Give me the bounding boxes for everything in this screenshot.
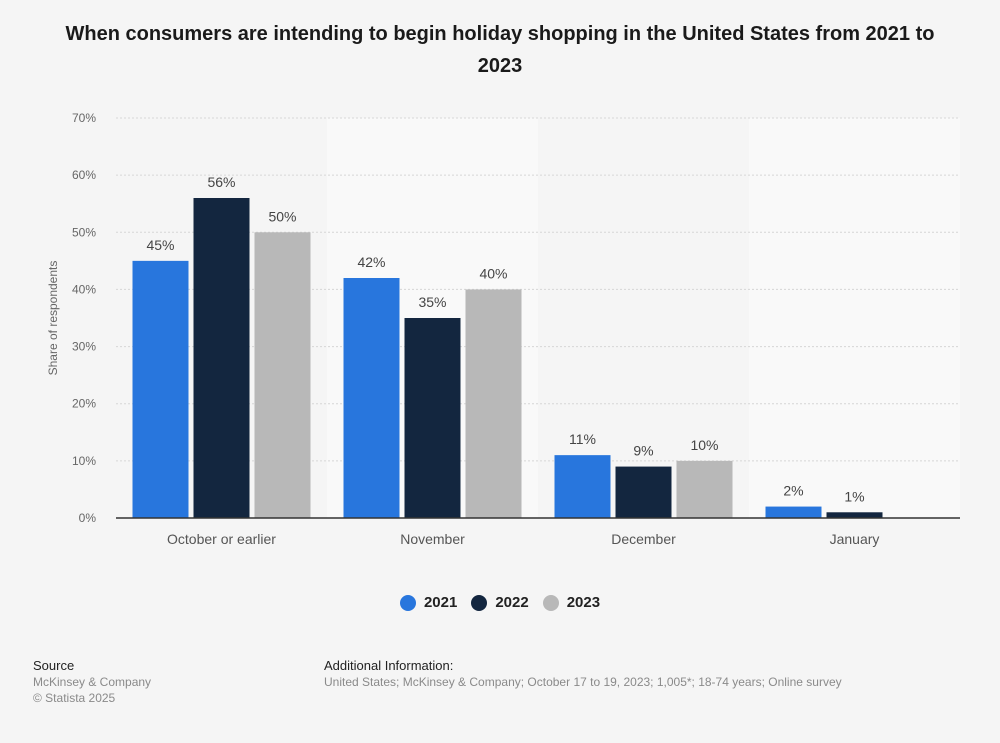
legend-label: 2022: [495, 594, 529, 611]
bar-2022: [826, 512, 883, 518]
copyright: © Statista 2025: [33, 691, 116, 705]
legend-marker-2021: [399, 594, 416, 611]
category-band: [749, 118, 960, 518]
bar-2021: [343, 278, 400, 518]
data-label: 45%: [146, 237, 174, 253]
data-label: 1%: [844, 488, 864, 504]
y-tick-label: 60%: [72, 168, 96, 182]
bar-2021: [132, 260, 189, 518]
y-tick-label: 30%: [72, 340, 96, 354]
y-tick-label: 20%: [72, 397, 96, 411]
x-tick-label: October or earlier: [167, 531, 276, 547]
additional-info-label: Additional Information:: [324, 658, 454, 673]
legend-label: 2021: [423, 594, 458, 611]
data-label: 42%: [357, 254, 385, 270]
bar-2023: [676, 460, 733, 518]
data-label: 10%: [690, 437, 718, 453]
legend-item-2023[interactable]: 2023: [542, 594, 601, 611]
data-label: 9%: [633, 443, 653, 459]
legend-item-2021[interactable]: 2021: [399, 594, 458, 611]
y-tick-label: 40%: [72, 282, 96, 296]
data-label: 11%: [569, 431, 596, 447]
y-tick-label: 70%: [72, 111, 96, 125]
chart-title: When consumers are intending to begin ho…: [65, 23, 935, 77]
legend-marker-2023: [542, 594, 559, 611]
bar-2021: [765, 506, 822, 518]
bar-2021: [554, 455, 611, 518]
source-name[interactable]: McKinsey & Company: [33, 675, 152, 689]
bar-chart: 0% 10% 20% 30% 40% 50% 60% 70% Share of responde…: [46, 111, 960, 547]
bar-2022: [404, 318, 461, 518]
legend-item-2022[interactable]: 2022: [471, 594, 529, 611]
y-tick-label: 10%: [72, 454, 96, 468]
bar-2023: [254, 232, 311, 519]
legend-marker-2022: [471, 594, 488, 611]
y-tick-label: 50%: [72, 225, 96, 239]
source-label: Source: [33, 658, 75, 673]
bar-2022: [193, 198, 250, 518]
legend: 2021 2022 2023: [0, 594, 1000, 611]
y-tick-label: 0%: [79, 511, 97, 525]
data-label: 50%: [268, 208, 296, 224]
y-axis-label: Share of respondents: [46, 261, 60, 376]
data-label: 35%: [418, 294, 446, 310]
additional-info-text: United States; McKinsey & Company; Octob…: [324, 675, 842, 689]
bar-2023: [465, 289, 522, 518]
data-label: 2%: [783, 483, 803, 499]
x-tick-label: January: [830, 531, 880, 547]
data-label: 40%: [479, 265, 507, 281]
x-tick-label: December: [611, 531, 676, 547]
legend-label: 2023: [566, 594, 601, 611]
x-tick-label: November: [400, 531, 465, 547]
data-label: 56%: [207, 174, 235, 190]
bar-2022: [615, 466, 672, 518]
